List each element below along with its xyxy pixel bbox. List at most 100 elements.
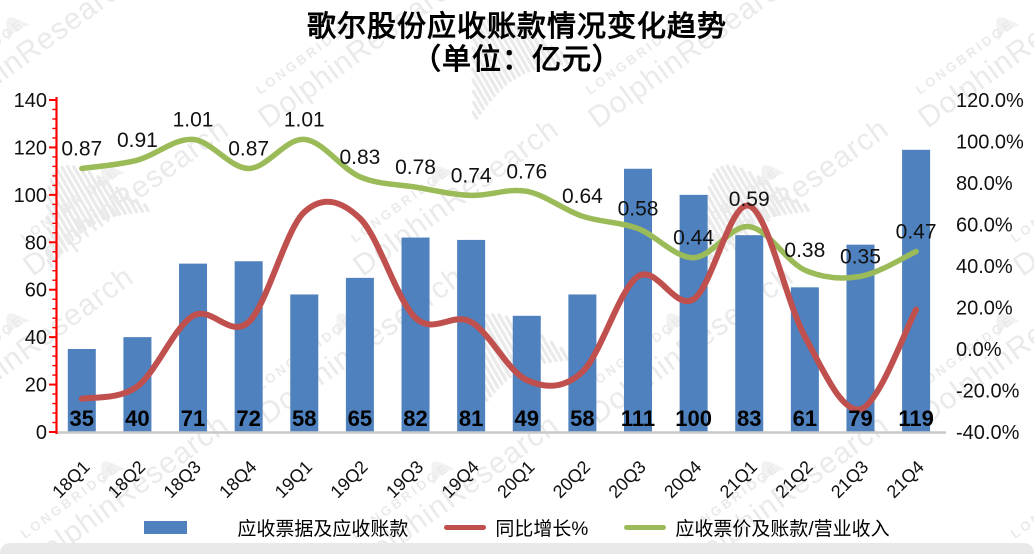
- ratio-point-label: 1.01: [284, 108, 325, 131]
- bar-value-label: 58: [292, 406, 316, 431]
- waveform-logo-icon: [996, 313, 1020, 337]
- bar-19Q2: [345, 277, 374, 432]
- bar-value-label: 100: [675, 406, 712, 431]
- left-axis-tick-label: 60: [25, 280, 47, 302]
- bar-value-label: 40: [125, 406, 149, 431]
- legend: 应收票据及应收账款 同比增长% 应收票价及账款/营业收入: [0, 514, 1034, 541]
- bar-20Q4: [679, 194, 708, 432]
- ratio-point-label: 0.91: [117, 129, 158, 152]
- waveform-logo-icon: [996, 17, 1020, 41]
- bar-18Q4: [234, 261, 263, 432]
- x-category-label: 18Q4: [215, 457, 260, 502]
- ratio-point-label: 0.83: [339, 146, 380, 169]
- waveform-logo-icon: [761, 165, 785, 189]
- right-axis-tick-label: 80.0%: [956, 173, 1013, 195]
- legend-label-ratio: 应收票价及账款/营业收入: [675, 519, 890, 540]
- waveform-logo-icon: [666, 17, 690, 41]
- bar-value-label: 71: [181, 406, 205, 431]
- x-category-label: 20Q4: [660, 457, 705, 502]
- bar-19Q4: [457, 239, 486, 432]
- right-axis-tick-label: 100.0%: [956, 132, 1024, 154]
- waveform-logo-icon: [431, 165, 455, 189]
- bar-value-label: 49: [515, 406, 539, 431]
- x-category-label: 19Q1: [271, 457, 316, 502]
- ratio-point-label: 0.87: [228, 137, 269, 160]
- bar-value-label: 35: [70, 406, 94, 431]
- ratio-point-label: 1.01: [173, 108, 214, 131]
- data-labels: 35 40 71 72 58 65 82 81 49 58 111 100 83 61 79 119 0.87 0…: [61, 108, 936, 431]
- x-category-label: 21Q4: [883, 457, 928, 502]
- ratio-point-label: 0.78: [395, 156, 436, 179]
- x-category-label: 19Q2: [326, 457, 371, 502]
- ratio-point-label: 0.87: [61, 137, 102, 160]
- x-category-label: 20Q2: [549, 457, 594, 502]
- right-axis-tick-label: -20.0%: [956, 381, 1020, 403]
- bar-20Q3: [624, 168, 652, 432]
- bar-value-label: 58: [570, 406, 594, 431]
- left-axis-tick-label: 140: [14, 90, 47, 112]
- bar-value-label: 119: [898, 406, 934, 431]
- left-axis-tick-label: 40: [25, 327, 47, 349]
- ratio-point-label: 0.44: [673, 227, 714, 250]
- bar-value-label: 111: [621, 406, 655, 431]
- green-ratio-line: [79, 136, 919, 281]
- chart-title-unit-line: （单位：亿元）: [411, 44, 622, 76]
- legend-item-receivables-bar: 应收票据及应收账款: [144, 514, 408, 541]
- bar-value-label: 79: [848, 406, 872, 431]
- right-axis-tick-label: 20.0%: [956, 298, 1013, 320]
- bottom-divider-strip: [0, 543, 1034, 554]
- left-axis-tick-label: 20: [25, 375, 47, 397]
- waveform-logo-icon: [101, 165, 125, 189]
- x-category-label: 20Q3: [605, 457, 650, 502]
- bar-value-label: 61: [793, 406, 817, 431]
- ratio-point-label: 0.74: [451, 164, 492, 187]
- bar-value-label: 82: [403, 406, 427, 431]
- waveform-logo-icon: [101, 461, 125, 485]
- bar-21Q1: [735, 235, 764, 432]
- right-axis-tick-label: -40.0%: [956, 422, 1020, 444]
- bar-series: [67, 149, 931, 433]
- bar-value-label: 65: [348, 406, 372, 431]
- waveform-logo-icon: [431, 461, 455, 485]
- waveform-logo-icon: [6, 17, 30, 41]
- left-axis-tick-label: 120: [14, 137, 47, 159]
- ratio-point-label: 0.35: [840, 245, 881, 268]
- ratio-point-label: 0.59: [729, 188, 770, 211]
- bar-19Q3: [401, 237, 430, 432]
- bar-19Q1: [290, 294, 319, 432]
- legend-item-yoy-line: 同比增长%: [444, 514, 588, 541]
- waveform-logo-icon: [470, 312, 575, 416]
- right-axis-tick-label: 0.0%: [956, 339, 1002, 361]
- right-axis-tick-label: 40.0%: [956, 256, 1013, 278]
- legend-label-yoy: 同比增长%: [495, 519, 589, 540]
- bar-18Q1: [67, 349, 96, 432]
- waveform-logo-icon: [6, 313, 30, 337]
- left-axis: [49, 97, 58, 434]
- bar-18Q3: [179, 263, 208, 432]
- legend-green-line-swatch: [624, 525, 667, 530]
- bar-21Q4: [902, 149, 931, 433]
- left-axis-tick-label: 100: [14, 185, 47, 207]
- ratio-point-label: 0.64: [562, 185, 603, 208]
- right-axis-tick-label: 60.0%: [956, 215, 1013, 237]
- chart-title: 歌尔股份应收账款情况变化趋势 （单位：亿元）: [0, 11, 1034, 77]
- chart-title-line1: 歌尔股份应收账款情况变化趋势: [306, 11, 727, 43]
- ratio-point-label: 0.47: [896, 220, 937, 243]
- legend-bar-swatch: [144, 521, 188, 534]
- ratio-point-label: 0.76: [506, 160, 547, 183]
- right-axis-tick-label: 120.0%: [956, 90, 1024, 112]
- waveform-logo-icon: [761, 461, 785, 485]
- legend-item-ratio-line: 应收票价及账款/营业收入: [624, 514, 890, 541]
- legend-red-line-swatch: [444, 525, 487, 530]
- left-axis-tick-label: 0: [36, 422, 47, 444]
- bar-value-label: 81: [459, 406, 483, 431]
- bar-value-label: 83: [737, 406, 761, 431]
- red-yoy-line: [78, 198, 920, 413]
- left-axis-tick-label: 80: [25, 232, 47, 254]
- legend-label-receivables: 应收票据及应收账款: [237, 519, 409, 540]
- waveform-logo-icon: [470, 16, 575, 120]
- bar-value-label: 72: [236, 406, 260, 431]
